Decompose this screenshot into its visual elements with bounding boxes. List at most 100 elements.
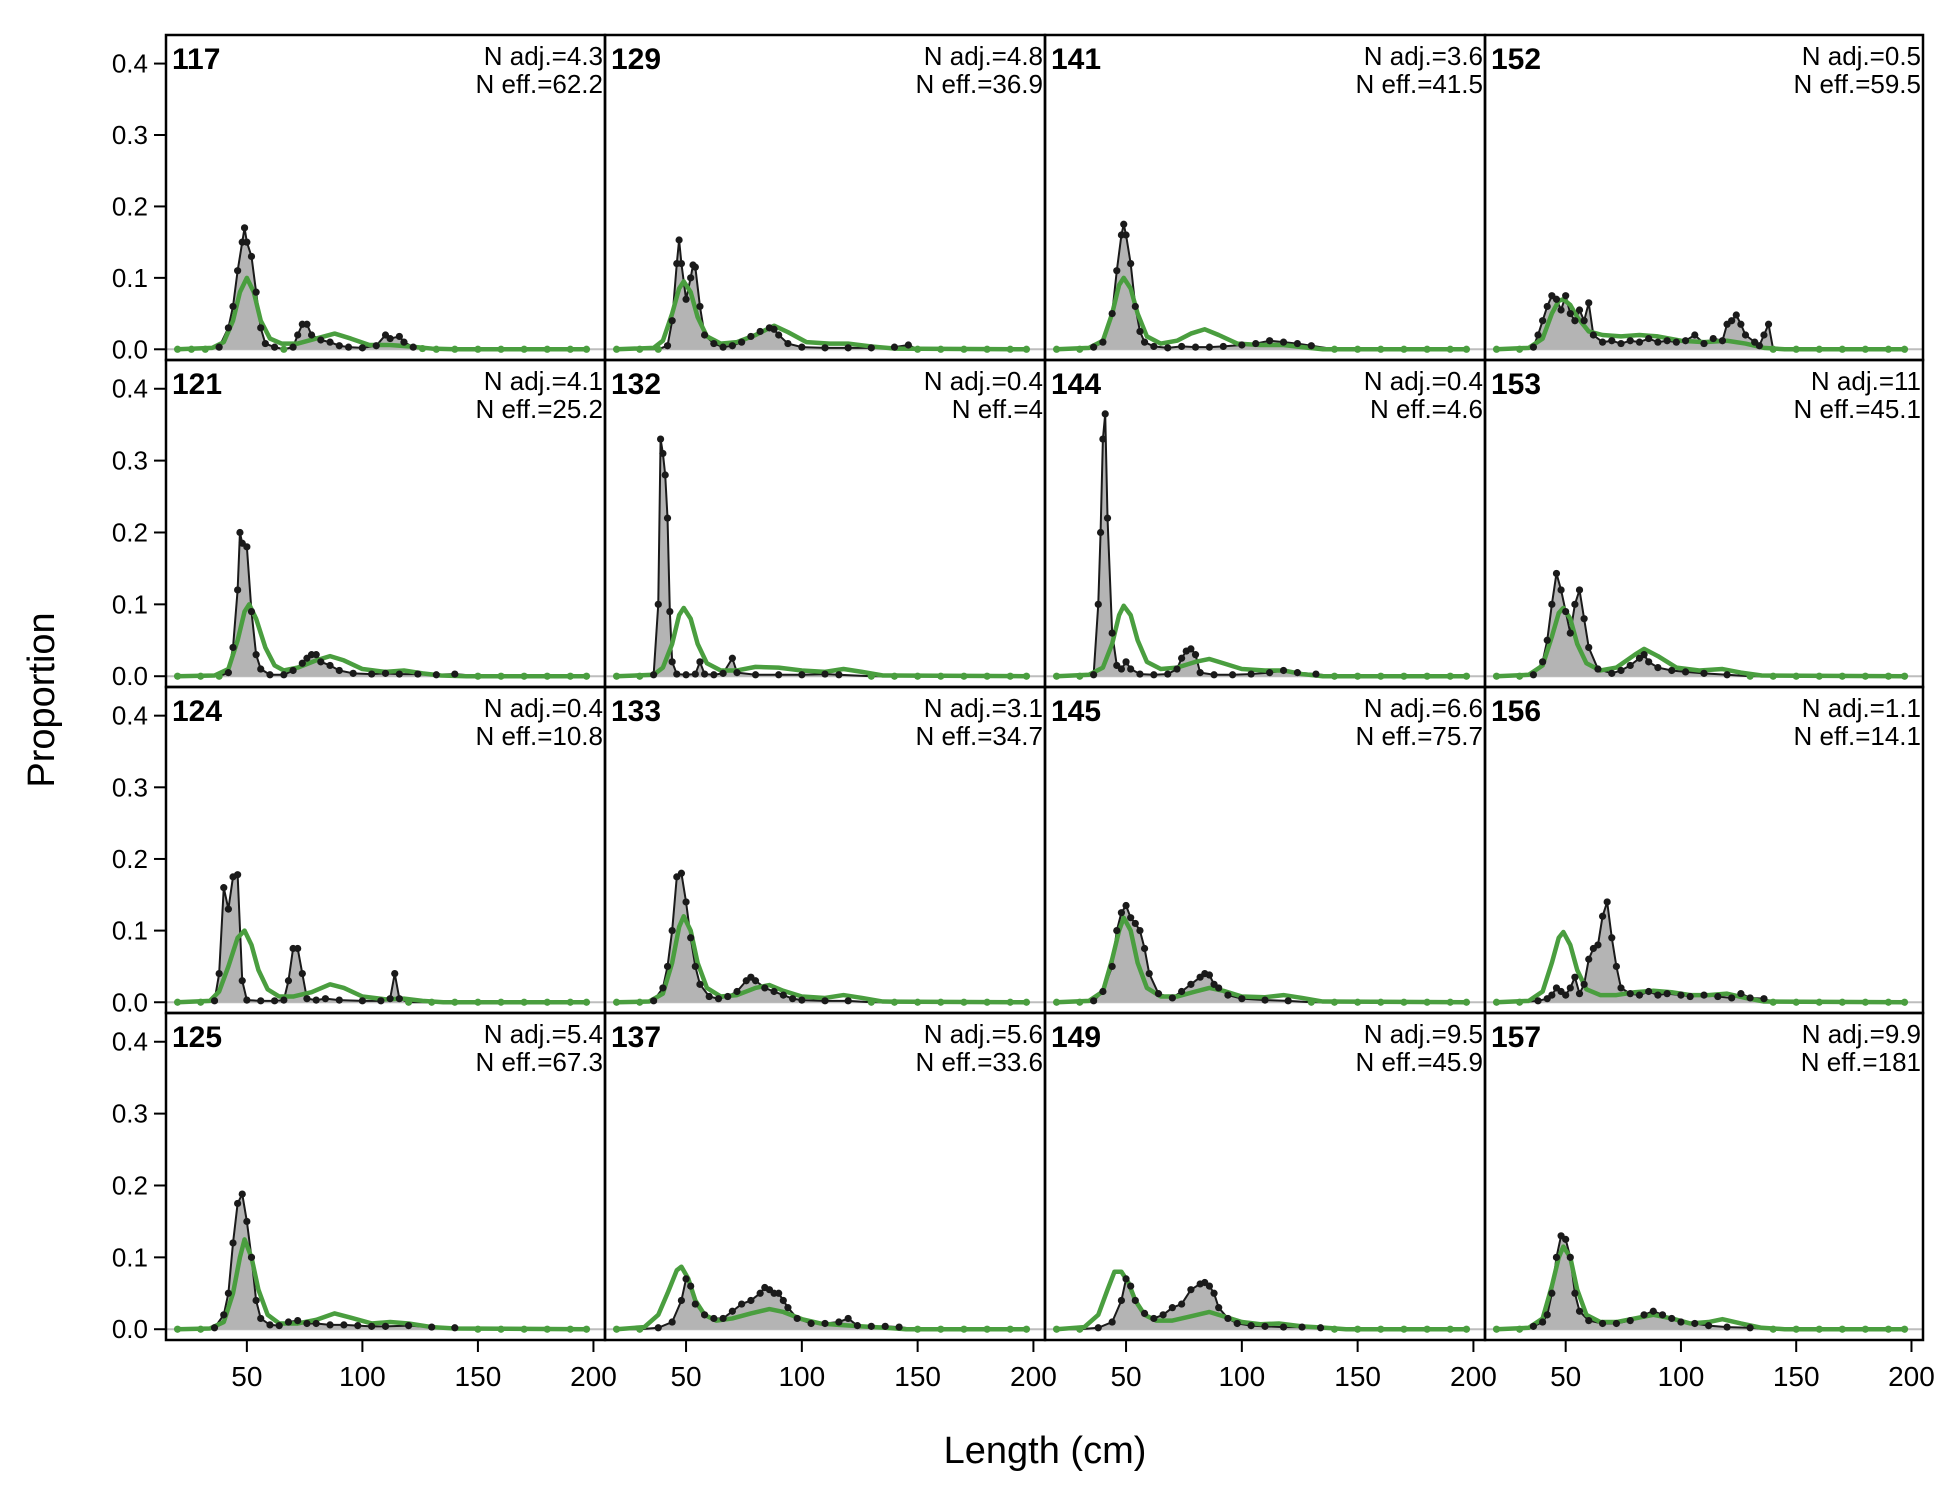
observed-point <box>835 1318 843 1326</box>
observed-point <box>1178 654 1186 662</box>
observed-point <box>543 345 551 353</box>
observed-point <box>474 1325 482 1333</box>
observed-point <box>1515 345 1524 353</box>
observed-point <box>675 236 683 244</box>
observed-point <box>659 984 667 992</box>
observed-point <box>668 1318 676 1326</box>
observed-point <box>1215 1304 1223 1312</box>
observed-point <box>289 666 297 675</box>
observed-point <box>1838 672 1846 680</box>
observed-point <box>937 1325 945 1333</box>
observed-point <box>960 672 968 680</box>
observed-point <box>835 671 843 679</box>
observed-point <box>890 998 899 1006</box>
observed-point <box>1612 1319 1620 1328</box>
observed-point <box>691 670 699 678</box>
observed-point <box>751 671 760 679</box>
observed-point <box>1562 292 1570 300</box>
observed-point <box>1709 334 1717 343</box>
panel-157: 157 N adj.=9.9N eff.=181 <box>1483 1011 1925 1342</box>
observed-point <box>1108 309 1116 318</box>
n-eff-label: N eff.=181 <box>1801 1047 1921 1077</box>
observed-point <box>312 651 320 659</box>
n-eff-label: N eff.=75.7 <box>1356 721 1483 751</box>
observed-point <box>1279 338 1288 346</box>
observed-point <box>747 1296 755 1305</box>
observed-point <box>257 665 265 673</box>
observed-point <box>914 1325 922 1333</box>
observed-point <box>289 343 297 351</box>
observed-point <box>224 324 232 332</box>
observed-point <box>1252 339 1260 348</box>
observed-point <box>543 1325 551 1333</box>
observed-point <box>696 658 704 666</box>
observed-point <box>1330 998 1339 1006</box>
n-adj-label: N adj.=0.4 <box>924 366 1043 396</box>
panel-label: 156 <box>1491 695 1541 728</box>
observed-point <box>543 998 551 1006</box>
observed-point <box>677 259 686 268</box>
observed-point <box>1640 1311 1648 1319</box>
observed-point <box>252 1296 260 1305</box>
observed-point <box>1640 651 1648 659</box>
observed-point <box>700 670 709 678</box>
observed-point <box>1127 1282 1135 1290</box>
observed-point <box>1117 665 1126 673</box>
n-adj-label: N adj.=6.6 <box>1364 693 1483 723</box>
observed-point <box>1173 665 1181 673</box>
observed-point <box>1557 306 1565 314</box>
observed-point <box>1154 990 1163 998</box>
observed-point <box>1423 672 1431 680</box>
observed-point <box>1838 345 1846 353</box>
observed-point <box>187 345 196 353</box>
observed-point <box>1131 302 1139 311</box>
observed-point <box>1354 1325 1362 1333</box>
observed-point <box>1423 1325 1431 1333</box>
observed-point <box>368 670 376 678</box>
observed-point <box>1284 997 1292 1005</box>
observed-point <box>520 998 528 1006</box>
observed-point <box>1746 672 1754 680</box>
observed-point <box>1238 995 1246 1003</box>
n-adj-label: N adj.=4.1 <box>484 366 603 396</box>
observed-point <box>663 342 672 350</box>
observed-point <box>612 1325 621 1333</box>
observed-point <box>270 997 279 1005</box>
observed-point <box>654 1324 662 1332</box>
observed-point <box>284 977 293 985</box>
observed-point <box>1769 1325 1777 1333</box>
observed-point <box>1492 672 1501 680</box>
observed-point <box>1219 342 1227 351</box>
observed-point <box>1515 672 1524 680</box>
observed-point <box>784 1304 792 1312</box>
observed-point <box>1006 345 1014 353</box>
y-tick-label: 0.1 <box>112 916 148 946</box>
observed-point <box>1052 998 1061 1006</box>
observed-point <box>728 654 736 662</box>
observed-point <box>582 998 591 1006</box>
observed-point <box>821 1319 829 1328</box>
observed-point <box>904 341 912 349</box>
observed-point <box>798 343 806 351</box>
observed-point <box>696 980 704 988</box>
observed-point <box>663 514 672 522</box>
observed-point <box>1566 309 1574 318</box>
observed-point <box>1492 345 1501 353</box>
observed-point <box>432 345 440 353</box>
observed-point <box>1127 914 1135 922</box>
n-adj-label: N adj.=9.9 <box>1802 1019 1921 1049</box>
panel-label: 152 <box>1491 43 1541 76</box>
observed-point <box>381 1322 390 1330</box>
y-tick-label: 0.4 <box>112 1027 148 1057</box>
observed-point <box>1187 1286 1195 1294</box>
observed-point <box>317 336 325 344</box>
observed-point <box>821 997 829 1005</box>
observed-point <box>1215 984 1223 992</box>
observed-point <box>1400 1325 1408 1333</box>
panel-label: 121 <box>172 368 222 401</box>
observed-point <box>687 1282 695 1290</box>
observed-point <box>1571 1289 1579 1297</box>
observed-point <box>1423 345 1431 353</box>
observed-point <box>1585 299 1593 307</box>
observed-point <box>1603 898 1611 906</box>
